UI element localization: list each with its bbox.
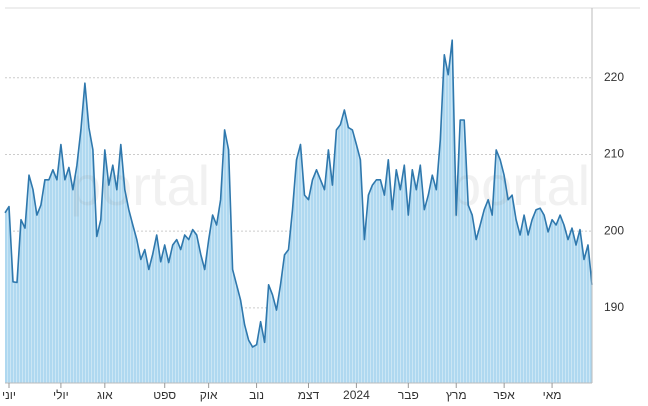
watermark: portal xyxy=(450,154,590,217)
x-tick-label: 2024 xyxy=(343,388,370,402)
y-tick-label: 220 xyxy=(604,70,624,84)
x-tick-label: אוק xyxy=(200,388,218,402)
x-tick-label: יוני xyxy=(2,388,16,402)
area-stripes xyxy=(5,40,592,383)
x-tick-label: נוב xyxy=(249,388,264,402)
x-tick-label: מאי xyxy=(543,388,562,402)
x-tick-label: יולי xyxy=(53,388,69,402)
x-tick-label: אוג xyxy=(97,388,113,402)
x-tick-label: ספט xyxy=(153,388,176,402)
y-tick-label: 200 xyxy=(604,223,624,237)
x-tick-label: אפר xyxy=(494,388,516,402)
x-tick-label: מרץ xyxy=(446,388,467,402)
y-tick-label: 210 xyxy=(604,147,624,161)
y-tick-label: 190 xyxy=(604,300,624,314)
x-tick-label: דצמ xyxy=(298,388,320,402)
watermark: portal xyxy=(70,154,210,217)
price-line xyxy=(4,39,593,348)
x-tick-label: פבר xyxy=(398,388,419,402)
